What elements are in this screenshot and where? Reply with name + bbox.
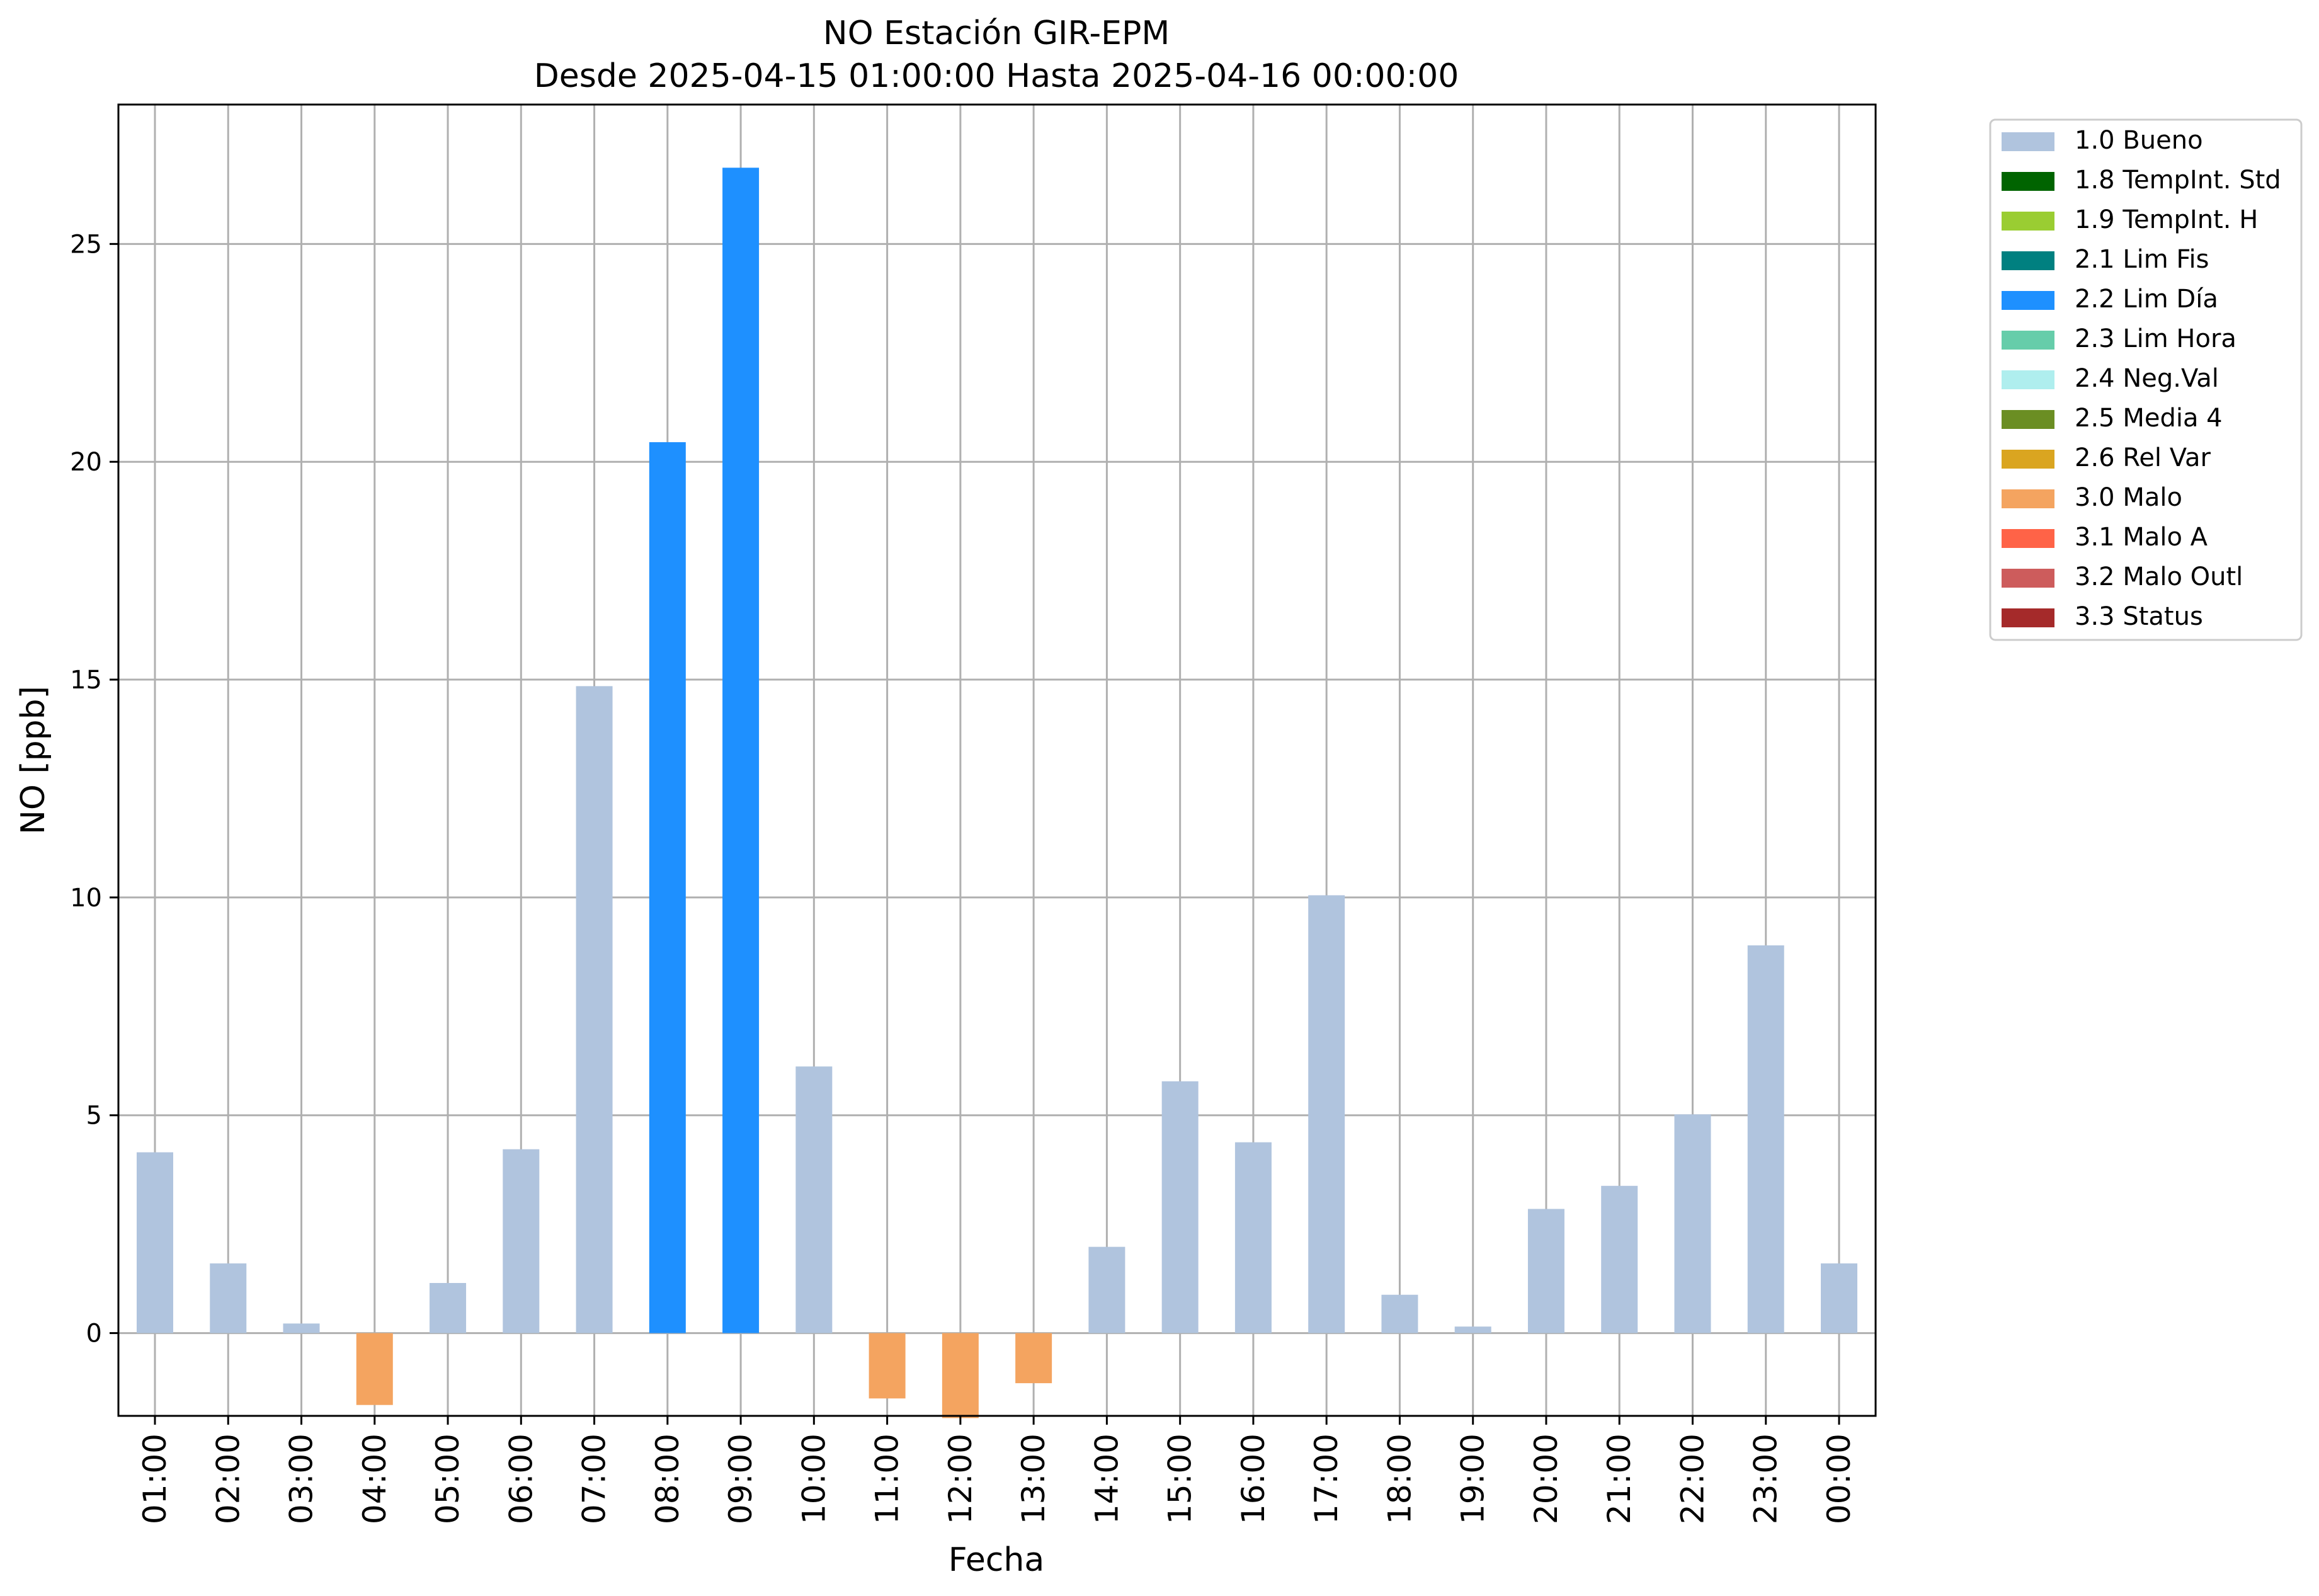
x-tick-label: 00:00 <box>1821 1434 1857 1524</box>
bar-1400 <box>1088 1246 1125 1333</box>
legend-label: 1.8 TempInt. Std <box>2075 166 2281 195</box>
x-tick-label: 15:00 <box>1162 1434 1199 1524</box>
bar-2000 <box>1527 1209 1564 1333</box>
x-tick-label: 07:00 <box>576 1434 613 1524</box>
bar-0200 <box>210 1263 247 1333</box>
bar-1600 <box>1234 1142 1272 1333</box>
legend-label: 2.6 Rel Var <box>2075 443 2211 472</box>
legend-label: 3.1 Malo A <box>2075 523 2208 552</box>
y-tick-label: 25 <box>70 230 102 259</box>
bar-1300 <box>1015 1333 1052 1384</box>
legend-swatch <box>2002 410 2054 429</box>
x-tick-label: 04:00 <box>356 1434 393 1524</box>
bar-1700 <box>1308 895 1345 1333</box>
x-tick-label: 03:00 <box>283 1434 320 1524</box>
bar-0400 <box>356 1333 393 1405</box>
legend-swatch <box>2002 529 2054 548</box>
legend-label: 3.0 Malo <box>2075 483 2182 512</box>
chart-title: NO Estación GIR-EPM <box>823 14 1170 52</box>
legend-swatch <box>2002 251 2054 270</box>
legend-label: 2.3 Lim Hora <box>2075 324 2236 353</box>
legend-swatch <box>2002 569 2054 588</box>
x-tick-label: 01:00 <box>137 1434 173 1524</box>
y-axis-ticks: 0 5 10 15 20 25 <box>70 230 118 1348</box>
chart-subtitle: Desde 2025-04-15 01:00:00 Hasta 2025-04-… <box>534 57 1459 95</box>
y-tick-label: 15 <box>70 666 102 695</box>
x-tick-label: 23:00 <box>1748 1434 1784 1524</box>
x-tick-label: 13:00 <box>1015 1434 1052 1524</box>
y-tick-label: 0 <box>86 1320 102 1348</box>
x-tick-label: 09:00 <box>722 1434 759 1524</box>
bar-1800 <box>1381 1294 1418 1333</box>
bar-0800 <box>649 442 686 1333</box>
plot-area-frame <box>117 103 1877 1417</box>
x-tick-label: 08:00 <box>649 1434 686 1524</box>
x-tick-label: 22:00 <box>1674 1434 1711 1524</box>
legend-swatch <box>2002 489 2054 508</box>
y-axis-label: NO [ppb] <box>14 686 52 835</box>
bar-1000 <box>795 1066 833 1333</box>
bar-0700 <box>576 686 613 1333</box>
bar-1100 <box>869 1333 906 1399</box>
legend-label: 2.4 Neg.Val <box>2075 364 2219 393</box>
y-tick-label: 10 <box>70 884 102 913</box>
legend-label: 2.5 Media 4 <box>2075 404 2223 433</box>
x-tick-label: 17:00 <box>1308 1434 1345 1524</box>
legend-label: 3.3 Status <box>2075 602 2203 631</box>
bar-1200 <box>942 1333 979 1418</box>
x-tick-label: 16:00 <box>1235 1434 1272 1524</box>
y-tick-label: 20 <box>70 448 102 477</box>
legend-label: 2.2 Lim Día <box>2075 285 2218 314</box>
legend-swatch <box>2002 172 2054 191</box>
legend-swatch <box>2002 212 2054 231</box>
bar-0900 <box>722 168 760 1333</box>
bar-1900 <box>1454 1326 1491 1333</box>
bar-2200 <box>1674 1114 1711 1333</box>
x-tick-label: 21:00 <box>1601 1434 1638 1524</box>
legend-swatch <box>2002 608 2054 627</box>
x-tick-label: 18:00 <box>1381 1434 1418 1524</box>
bar-2300 <box>1747 945 1784 1333</box>
x-axis-ticks: 01:00 02:00 03:00 04:00 05:00 06:00 07:00 08:00… <box>137 1416 1857 1524</box>
x-tick-label: 14:00 <box>1088 1434 1125 1524</box>
y-tick-label: 5 <box>86 1102 102 1131</box>
bar-0600 <box>503 1149 540 1333</box>
legend-label: 3.2 Malo Outl <box>2075 562 2243 591</box>
legend-swatch <box>2002 370 2054 389</box>
x-tick-label: 19:00 <box>1455 1434 1491 1524</box>
legend-label: 2.1 Lim Fis <box>2075 245 2209 274</box>
bar-series <box>137 168 1857 1418</box>
x-tick-label: 02:00 <box>210 1434 246 1524</box>
x-axis-label: Fecha <box>949 1541 1044 1579</box>
legend-swatch <box>2002 331 2054 350</box>
x-tick-label: 20:00 <box>1528 1434 1564 1524</box>
legend-frame <box>1989 118 2303 641</box>
legend-swatch <box>2002 132 2054 151</box>
bar-0500 <box>430 1283 467 1333</box>
bar-0100 <box>137 1152 173 1333</box>
x-tick-label: 05:00 <box>430 1434 466 1524</box>
x-tick-label: 10:00 <box>795 1434 832 1524</box>
bar-1500 <box>1161 1081 1199 1333</box>
legend-label: 1.0 Bueno <box>2075 126 2203 155</box>
x-tick-label: 12:00 <box>942 1434 979 1524</box>
legend-swatch <box>2002 291 2054 310</box>
legend: 1.0 Bueno 1.8 TempInt. Std 1.9 TempInt. H 2… <box>1989 118 2303 641</box>
x-tick-label: 06:00 <box>503 1434 539 1524</box>
legend-swatch <box>2002 450 2054 469</box>
bar-0300 <box>283 1323 320 1333</box>
bar-2100 <box>1601 1185 1638 1333</box>
x-tick-label: 11:00 <box>869 1434 906 1524</box>
legend-label: 1.9 TempInt. H <box>2075 205 2258 234</box>
bar-0000 <box>1821 1263 1857 1333</box>
